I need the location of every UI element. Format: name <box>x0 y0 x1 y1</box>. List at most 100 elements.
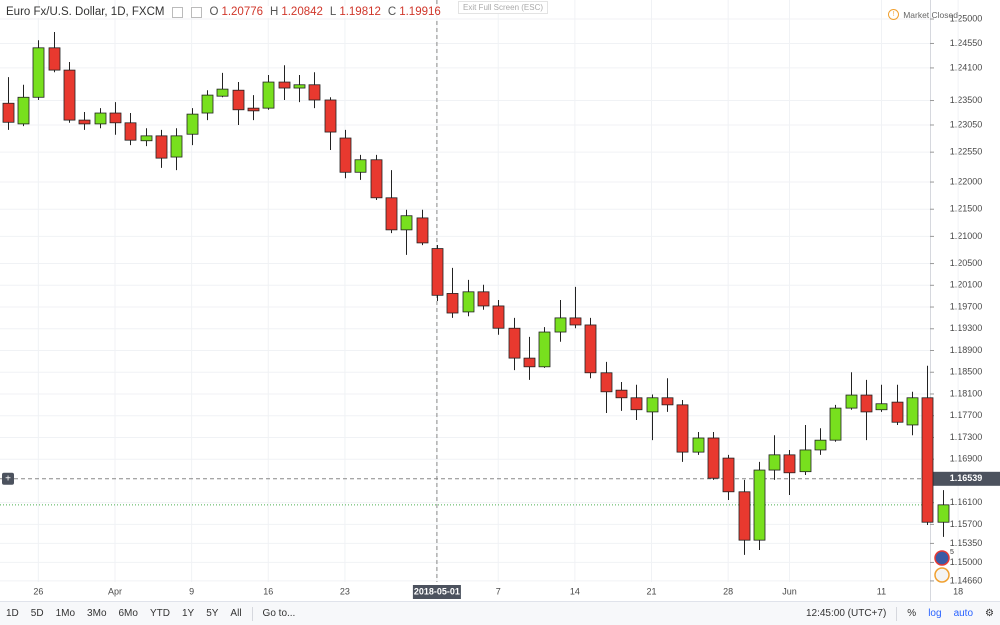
time-display[interactable]: 12:45:00 (UTC+7) <box>805 608 887 619</box>
toolbar-right: 12:45:00 (UTC+7) % log auto ⚙ <box>800 606 1000 621</box>
x-tick-label: 16 <box>263 586 273 596</box>
candle-body <box>416 217 429 244</box>
candle-body <box>324 99 337 133</box>
legend-value: 1.19812 <box>339 6 381 18</box>
icon[interactable] <box>191 6 203 18</box>
flag-icon <box>934 567 950 583</box>
candle-body <box>462 291 475 313</box>
auto-button[interactable]: auto <box>953 608 974 619</box>
candle-body <box>370 159 383 199</box>
y-tick-label: 1.15000 <box>950 557 983 567</box>
y-tick-label: 1.19700 <box>950 301 983 311</box>
chart: 1.25000 1.24550 1.24100 1.23500 1.23050 1.225… <box>0 0 1000 601</box>
candle-body <box>845 394 858 409</box>
legend-value: 1.20776 <box>221 6 264 18</box>
x-tick-label: 26 <box>33 586 43 596</box>
range-button[interactable]: 6Mo <box>118 608 138 619</box>
y-tick-label: 1.17700 <box>950 410 983 420</box>
percent-button[interactable]: % <box>907 608 917 619</box>
x-tick-label: 28 <box>723 586 733 596</box>
range-button[interactable]: 1D <box>6 608 19 619</box>
y-tick-label: 1.18500 <box>950 367 983 377</box>
candle-body <box>385 197 398 231</box>
y-tick-label: 1.20500 <box>950 258 983 268</box>
candle-body <box>860 394 873 413</box>
icon[interactable] <box>172 6 184 18</box>
y-tick-label: 1.22000 <box>950 176 983 186</box>
candle-body <box>2 102 15 123</box>
goto-button[interactable]: Go to... <box>262 608 296 619</box>
candle-body <box>646 397 659 413</box>
candle-body <box>799 449 812 473</box>
candle-body <box>768 454 781 471</box>
candle-body <box>431 248 444 296</box>
range-button[interactable]: 5Y <box>206 608 219 619</box>
candle-body <box>17 96 30 125</box>
separator <box>896 606 898 621</box>
candle-body <box>247 107 260 112</box>
range-button[interactable]: 3Mo <box>87 608 107 619</box>
event-icon <box>934 550 950 566</box>
range-button[interactable]: All <box>230 608 242 619</box>
candle-body <box>722 457 735 493</box>
y-tick-label: 1.17300 <box>950 432 983 442</box>
range-button[interactable]: 1Mo <box>55 608 76 619</box>
candle-body <box>492 305 505 329</box>
candle-body <box>538 331 551 368</box>
y-tick-label: 1.22550 <box>950 147 983 157</box>
candle-body <box>308 84 321 101</box>
candle-body <box>278 81 291 89</box>
candle-body <box>94 112 107 125</box>
candle-body <box>875 403 888 411</box>
symbol-legend: Euro Fx/U.S. Dollar, 1D, FXCM O 1.20776 H… <box>6 6 441 18</box>
candle-body <box>446 293 459 314</box>
candle-body <box>32 47 45 98</box>
candle-body <box>201 94 214 114</box>
market-status: ! Market Closed <box>888 9 958 20</box>
candle-body <box>676 404 689 453</box>
y-tick-label: 1.16100 <box>950 497 983 507</box>
log-button[interactable]: log <box>928 608 942 619</box>
legend-value: 1.20842 <box>281 6 323 18</box>
y-tick-label: 1.20100 <box>950 280 983 290</box>
candle-body <box>891 401 904 423</box>
y-tick-label: 1.18100 <box>950 388 983 398</box>
legend-key: C <box>387 6 397 18</box>
settings-button[interactable]: ⚙ <box>985 608 994 619</box>
y-tick-label: 1.15350 <box>950 538 983 548</box>
candle-body <box>937 504 950 523</box>
candle-body <box>354 159 367 173</box>
candle-body <box>293 84 306 89</box>
x-tick-label: 21 <box>647 586 657 596</box>
candle-body <box>661 397 674 406</box>
candle-body <box>814 439 827 451</box>
y-tick-label: 1.21500 <box>950 204 983 214</box>
x-tick-label: Apr <box>108 586 122 596</box>
y-tick-label: 1.19300 <box>950 323 983 333</box>
exit-full-screen[interactable]: Exit Full Screen (ESC) <box>458 1 549 14</box>
price-axis <box>930 0 1000 601</box>
add-button <box>2 472 14 485</box>
legend-key: L <box>329 6 337 18</box>
legend-key: H <box>270 6 279 18</box>
candle-body <box>615 389 628 399</box>
candle-body <box>584 324 597 374</box>
candle-body <box>829 407 842 441</box>
candle-body <box>738 491 751 541</box>
candle-body <box>109 112 122 124</box>
candle-body <box>339 137 352 173</box>
candle-body <box>600 372 613 393</box>
x-tick-label: 7 <box>496 586 501 596</box>
separator <box>251 606 253 621</box>
range-button[interactable]: 1Y <box>181 608 195 619</box>
y-tick-label: 1.23500 <box>950 95 983 105</box>
candle-body <box>124 122 137 141</box>
candle-body <box>186 113 199 135</box>
candle-body <box>48 47 61 71</box>
status-icon: ! <box>888 9 900 20</box>
y-tick-label: 1.25000 <box>950 13 983 23</box>
candle-body <box>753 469 766 541</box>
range-button[interactable]: 5D <box>30 608 44 619</box>
status-text: Market Closed <box>903 9 958 20</box>
range-button[interactable]: YTD <box>149 608 170 619</box>
